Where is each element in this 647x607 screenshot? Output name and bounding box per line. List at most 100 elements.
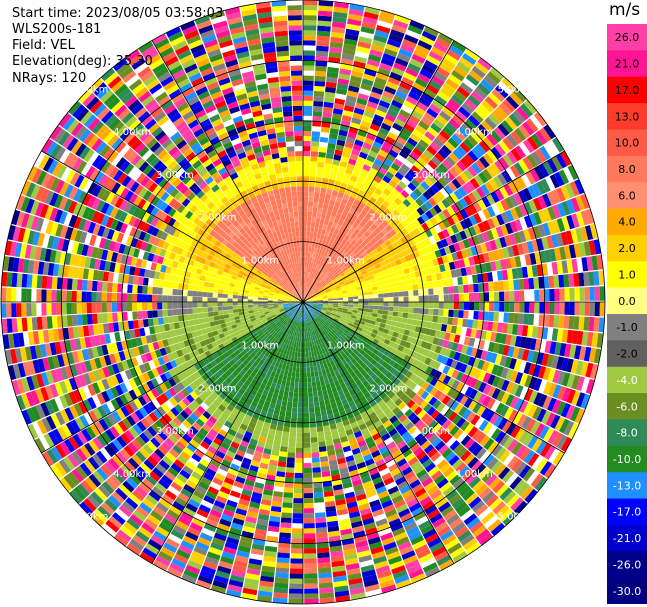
ppi-gate	[541, 327, 549, 340]
ppi-gate	[304, 553, 317, 559]
ppi-gate	[337, 305, 344, 309]
ppi-gate	[278, 389, 285, 396]
ppi-gate	[359, 31, 374, 40]
ppi-gate	[367, 271, 374, 277]
ppi-gate	[378, 271, 385, 277]
ppi-gate	[303, 467, 312, 474]
ppi-gate	[403, 290, 409, 297]
ppi-gate	[304, 573, 318, 579]
ppi-gate	[316, 283, 321, 288]
ppi-gate	[341, 53, 355, 61]
ppi-gate	[528, 390, 538, 404]
ppi-gate	[304, 583, 319, 589]
ppi-gate	[283, 492, 293, 499]
ppi-gate	[328, 51, 342, 59]
ppi-gate	[471, 189, 482, 201]
ppi-gate	[394, 171, 404, 181]
ppi-gate	[518, 430, 530, 444]
ppi-gate	[352, 221, 359, 229]
ppi-gate	[359, 278, 366, 284]
ppi-gate	[362, 115, 373, 124]
ppi-gate	[422, 334, 430, 342]
ppi-gate	[315, 60, 328, 67]
ppi-gate	[463, 153, 475, 166]
ppi-gate	[319, 312, 325, 317]
ppi-gate	[378, 365, 386, 373]
ppi-gate	[522, 467, 536, 482]
ppi-gate	[318, 238, 323, 245]
ppi-gate	[428, 295, 434, 302]
ppi-gate	[325, 288, 331, 292]
ppi-gate	[303, 25, 317, 31]
ppi-gate	[303, 100, 313, 106]
ppi-gate	[488, 92, 502, 106]
ppi-gate	[358, 151, 368, 160]
ppi-gate	[459, 82, 474, 94]
ppi-gate	[493, 415, 504, 428]
ppi-gate	[445, 102, 458, 114]
ppi-gate	[542, 367, 551, 381]
ppi-gate	[327, 281, 333, 286]
ppi-gate	[321, 250, 326, 256]
ppi-gate	[361, 346, 369, 353]
ppi-gate	[323, 101, 334, 108]
ppi-gate	[322, 245, 328, 252]
ppi-gate	[396, 214, 405, 223]
ppi-gate	[485, 351, 493, 362]
ppi-gate	[361, 21, 377, 30]
ppi-gate	[306, 282, 309, 288]
ppi-gate	[434, 412, 444, 423]
ppi-gate	[314, 370, 319, 377]
ppi-gate	[321, 177, 329, 184]
ppi-gate	[423, 149, 434, 160]
ppi-gate	[313, 492, 324, 498]
ppi-gate	[560, 403, 571, 418]
ppi-gate	[307, 216, 312, 222]
ppi-gate	[431, 242, 440, 251]
ppi-gate	[382, 118, 394, 127]
ppi-gate	[342, 292, 348, 296]
ppi-gate	[421, 64, 436, 75]
ppi-gate	[297, 417, 303, 423]
ppi-gate	[306, 287, 309, 293]
ppi-gate	[348, 279, 355, 284]
ppi-gate	[333, 217, 340, 224]
ppi-gate	[326, 308, 333, 312]
ppi-gate	[342, 193, 350, 201]
ppi-gate	[357, 129, 368, 138]
ppi-gate	[410, 403, 419, 412]
ppi-gate	[565, 404, 576, 420]
ppi-gate	[305, 256, 308, 262]
ppi-gate	[371, 86, 384, 95]
ppi-gate	[420, 231, 429, 240]
ppi-gate	[373, 175, 382, 184]
ppi-gate	[363, 295, 369, 299]
ppi-gate	[589, 223, 599, 240]
ppi-gate	[433, 118, 445, 130]
ppi-gate	[400, 236, 408, 244]
ppi-gate	[308, 300, 314, 302]
ppi-gate	[390, 162, 401, 172]
ppi-gate	[378, 15, 394, 24]
ppi-gate	[432, 194, 442, 204]
ppi-gate	[315, 55, 328, 62]
ppi-gate	[340, 333, 347, 339]
ppi-gate	[326, 71, 339, 79]
ppi-gate	[343, 344, 350, 351]
ppi-gate	[303, 256, 306, 262]
ppi-gate	[513, 192, 524, 205]
ppi-gate	[392, 233, 400, 242]
ppi-gate	[445, 170, 456, 182]
ppi-gate	[400, 322, 407, 329]
ppi-gate	[361, 270, 368, 276]
ppi-gate	[405, 273, 412, 280]
ppi-gate	[354, 280, 361, 285]
ppi-gate	[357, 343, 365, 350]
ppi-gate	[352, 334, 358, 341]
ppi-gate	[430, 46, 446, 58]
ppi-gate	[539, 460, 553, 476]
ppi-gate	[303, 115, 312, 122]
ppi-gate	[516, 324, 524, 336]
ppi-gate	[365, 280, 371, 285]
ppi-gate	[344, 336, 350, 343]
